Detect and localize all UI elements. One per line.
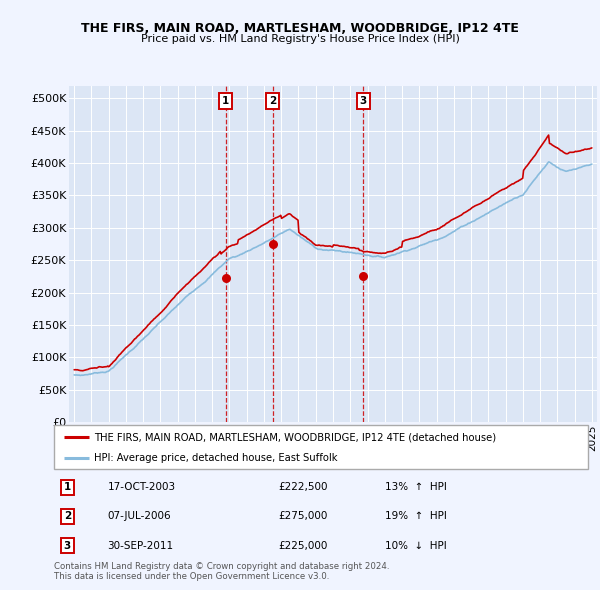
Text: 30-SEP-2011: 30-SEP-2011 bbox=[107, 540, 173, 550]
Text: £222,500: £222,500 bbox=[278, 483, 328, 493]
Text: Price paid vs. HM Land Registry's House Price Index (HPI): Price paid vs. HM Land Registry's House … bbox=[140, 34, 460, 44]
Text: 1: 1 bbox=[64, 483, 71, 493]
Text: 13%  ↑  HPI: 13% ↑ HPI bbox=[385, 483, 447, 493]
FancyBboxPatch shape bbox=[54, 425, 588, 469]
Text: 17-OCT-2003: 17-OCT-2003 bbox=[107, 483, 176, 493]
Text: £275,000: £275,000 bbox=[278, 512, 328, 522]
Text: 10%  ↓  HPI: 10% ↓ HPI bbox=[385, 540, 447, 550]
Text: 19%  ↑  HPI: 19% ↑ HPI bbox=[385, 512, 447, 522]
Text: 1: 1 bbox=[222, 96, 229, 106]
Text: £225,000: £225,000 bbox=[278, 540, 328, 550]
Text: 3: 3 bbox=[359, 96, 367, 106]
Text: THE FIRS, MAIN ROAD, MARTLESHAM, WOODBRIDGE, IP12 4TE (detached house): THE FIRS, MAIN ROAD, MARTLESHAM, WOODBRI… bbox=[94, 432, 496, 442]
Text: 3: 3 bbox=[64, 540, 71, 550]
Text: 2: 2 bbox=[64, 512, 71, 522]
Text: Contains HM Land Registry data © Crown copyright and database right 2024.: Contains HM Land Registry data © Crown c… bbox=[54, 562, 389, 571]
Text: 2: 2 bbox=[269, 96, 277, 106]
Text: 07-JUL-2006: 07-JUL-2006 bbox=[107, 512, 171, 522]
Text: This data is licensed under the Open Government Licence v3.0.: This data is licensed under the Open Gov… bbox=[54, 572, 329, 581]
Text: THE FIRS, MAIN ROAD, MARTLESHAM, WOODBRIDGE, IP12 4TE: THE FIRS, MAIN ROAD, MARTLESHAM, WOODBRI… bbox=[81, 22, 519, 35]
Text: HPI: Average price, detached house, East Suffolk: HPI: Average price, detached house, East… bbox=[94, 453, 338, 463]
